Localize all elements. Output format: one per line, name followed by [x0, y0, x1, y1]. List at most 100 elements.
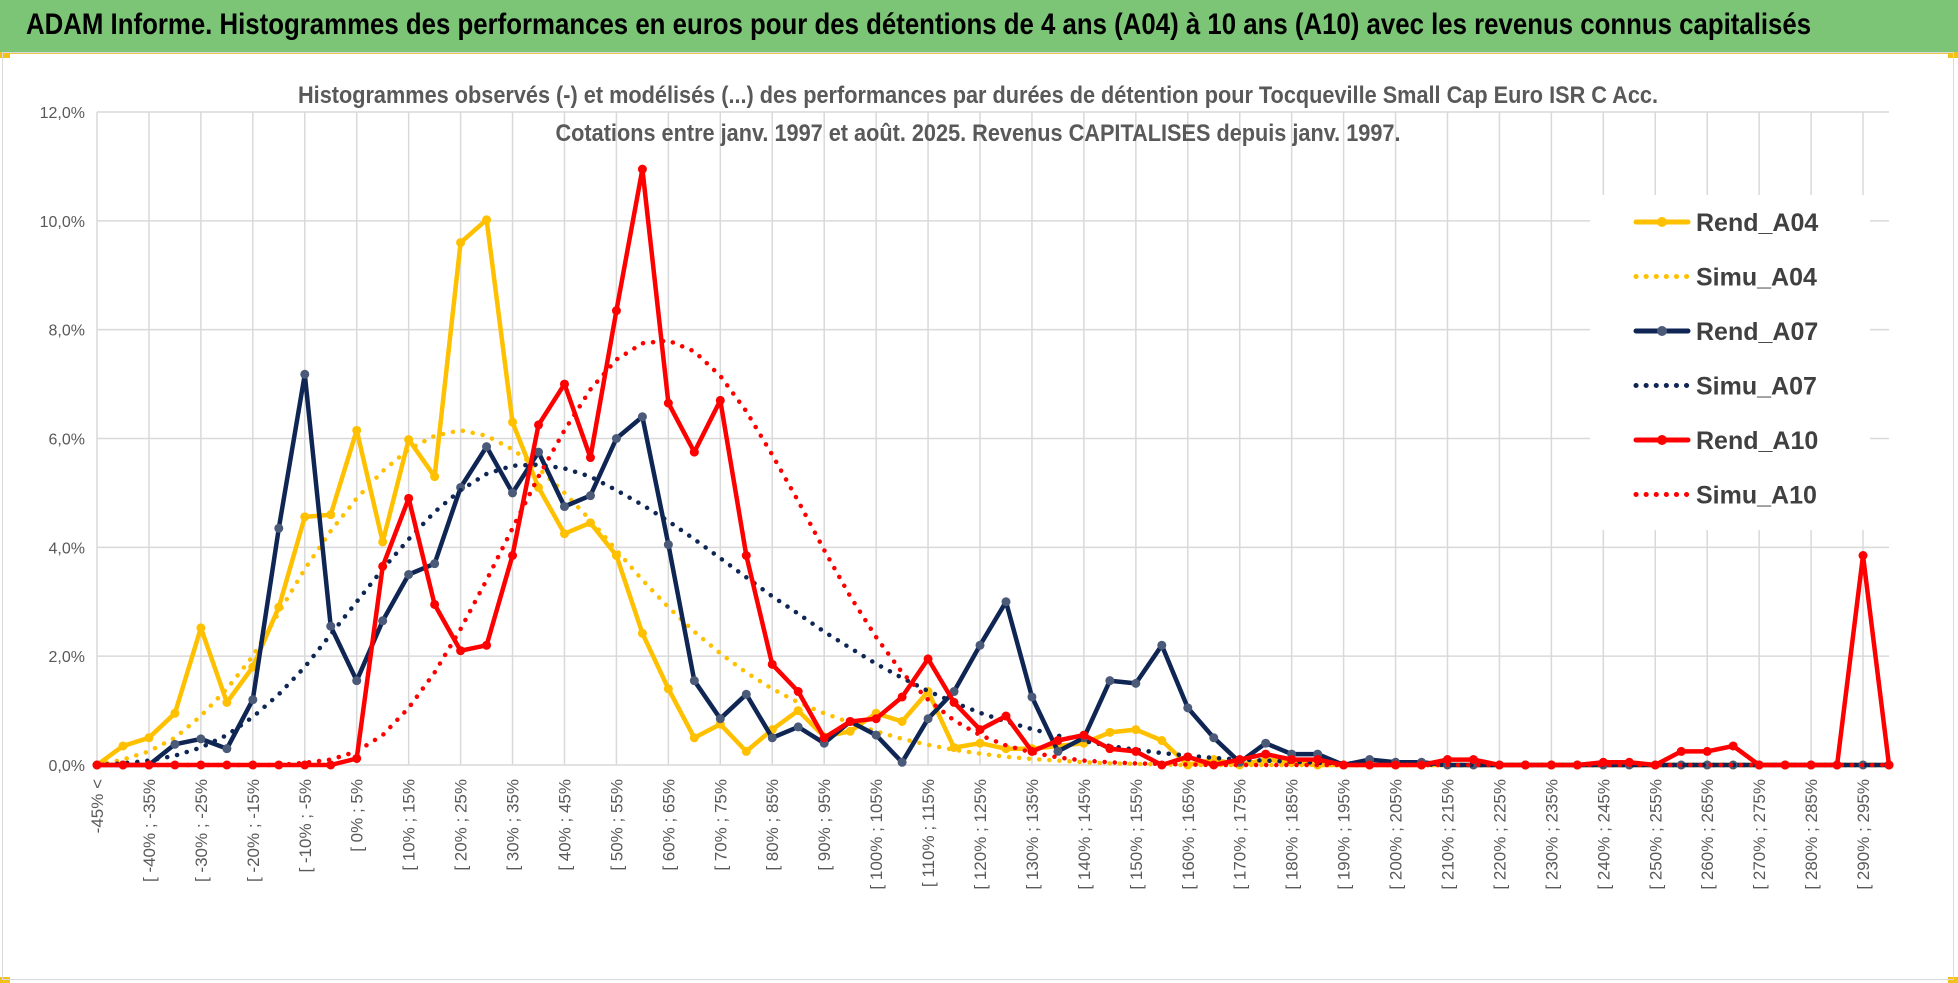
- data-point: [637, 628, 647, 638]
- x-tick-label: [ 230% ; 235%: [1542, 779, 1561, 890]
- data-point: [196, 623, 206, 633]
- data-point: [430, 472, 440, 482]
- data-point: [456, 646, 466, 656]
- data-point: [1650, 760, 1660, 770]
- data-point: [585, 453, 595, 463]
- x-tick-label: [ -40% ; -35%: [140, 779, 159, 882]
- data-point: [1468, 755, 1478, 765]
- data-point: [1027, 692, 1037, 702]
- data-point: [1546, 760, 1556, 770]
- data-point: [897, 757, 907, 767]
- data-point: [118, 760, 128, 770]
- data-point: [1105, 676, 1115, 686]
- series-line-simu_a10: [94, 338, 1892, 768]
- data-point: [534, 447, 544, 457]
- series-lines: [92, 164, 1894, 770]
- data-point: [248, 760, 258, 770]
- data-point: [482, 442, 492, 452]
- chart-frame: [2, 52, 1954, 980]
- data-point: [1235, 755, 1245, 765]
- data-point: [1131, 678, 1141, 688]
- x-tick-label: [ 160% ; 165%: [1179, 779, 1198, 890]
- data-point: [611, 306, 621, 316]
- data-point: [300, 512, 310, 522]
- data-point: [949, 743, 959, 753]
- data-point: [585, 491, 595, 501]
- legend-label: Simu_A04: [1696, 264, 1817, 292]
- data-point: [949, 687, 959, 697]
- data-point: [144, 733, 154, 743]
- data-point: [819, 733, 829, 743]
- data-point: [741, 689, 751, 699]
- data-point: [1079, 730, 1089, 740]
- data-point: [222, 744, 232, 754]
- data-point: [897, 716, 907, 726]
- corner-mark: [1948, 977, 1958, 983]
- x-tick-label: [ 240% ; 245%: [1594, 779, 1613, 890]
- x-tick-label: [ 80% ; 85%: [763, 779, 782, 871]
- data-point: [1702, 760, 1712, 770]
- legend-label: Rend_A10: [1696, 427, 1818, 455]
- data-point: [845, 726, 855, 736]
- data-point: [975, 640, 985, 650]
- data-point: [1417, 760, 1427, 770]
- data-point: [1183, 752, 1193, 762]
- data-point: [1105, 727, 1115, 737]
- y-axis-ticks: 0,0% 2,0% 4,0% 6,0% 8,0% 10,0% 12,0%: [40, 105, 85, 775]
- data-point: [845, 716, 855, 726]
- x-tick-label: [ 260% ; 265%: [1698, 779, 1717, 890]
- data-point: [352, 753, 362, 763]
- x-tick-label: [ 140% ; 145%: [1075, 779, 1094, 890]
- x-tick-label: [ 270% ; 275%: [1750, 779, 1769, 890]
- data-point: [404, 493, 414, 503]
- x-tick-label: [ -20% ; -15%: [244, 779, 263, 882]
- data-point: [196, 760, 206, 770]
- data-point: [430, 599, 440, 609]
- data-point: [663, 398, 673, 408]
- data-point: [1676, 746, 1686, 756]
- data-point: [456, 238, 466, 248]
- legend-label: Rend_A07: [1696, 318, 1818, 346]
- data-point: [741, 550, 751, 560]
- x-tick-label: [ 0% ; 5%: [348, 779, 367, 852]
- x-axis-ticks: -45% < [ -40% ; -35% [ -30% ; -25% [ -20% ;…: [88, 779, 1873, 890]
- legend-marker: [1657, 326, 1667, 336]
- data-point: [1157, 640, 1167, 650]
- data-point: [404, 570, 414, 580]
- data-point: [1001, 597, 1011, 607]
- data-point: [559, 529, 569, 539]
- x-tick-label: [ 50% ; 55%: [607, 779, 626, 871]
- x-tick-label: [ 130% ; 135%: [1023, 779, 1042, 890]
- data-point: [689, 733, 699, 743]
- x-tick-label: [ 110% ; 115%: [919, 779, 938, 887]
- data-point: [741, 746, 751, 756]
- data-point: [871, 714, 881, 724]
- data-point: [793, 706, 803, 716]
- legend-label: Rend_A04: [1696, 209, 1818, 237]
- data-point: [248, 662, 258, 672]
- data-point: [1183, 703, 1193, 713]
- data-point: [949, 697, 959, 707]
- x-tick-label: [ 180% ; 185%: [1283, 779, 1302, 890]
- data-point: [1313, 755, 1323, 765]
- data-point: [378, 561, 388, 571]
- y-tick-label: 8,0%: [49, 323, 85, 340]
- data-point: [1520, 760, 1530, 770]
- x-tick-label: [ 290% ; 295%: [1854, 779, 1873, 890]
- data-point: [689, 447, 699, 457]
- x-tick-label: [ 150% ; 155%: [1127, 779, 1146, 890]
- data-point: [637, 412, 647, 422]
- data-point: [923, 714, 933, 724]
- legend-background: [1590, 195, 1870, 530]
- data-point: [975, 738, 985, 748]
- data-point: [1780, 760, 1790, 770]
- x-tick-label: -45% <: [88, 779, 107, 833]
- data-point: [508, 417, 518, 427]
- data-point: [1365, 760, 1375, 770]
- data-point: [1261, 738, 1271, 748]
- data-point: [508, 550, 518, 560]
- data-point: [637, 164, 647, 174]
- data-point: [352, 676, 362, 686]
- data-point: [378, 616, 388, 626]
- data-point: [1053, 746, 1063, 756]
